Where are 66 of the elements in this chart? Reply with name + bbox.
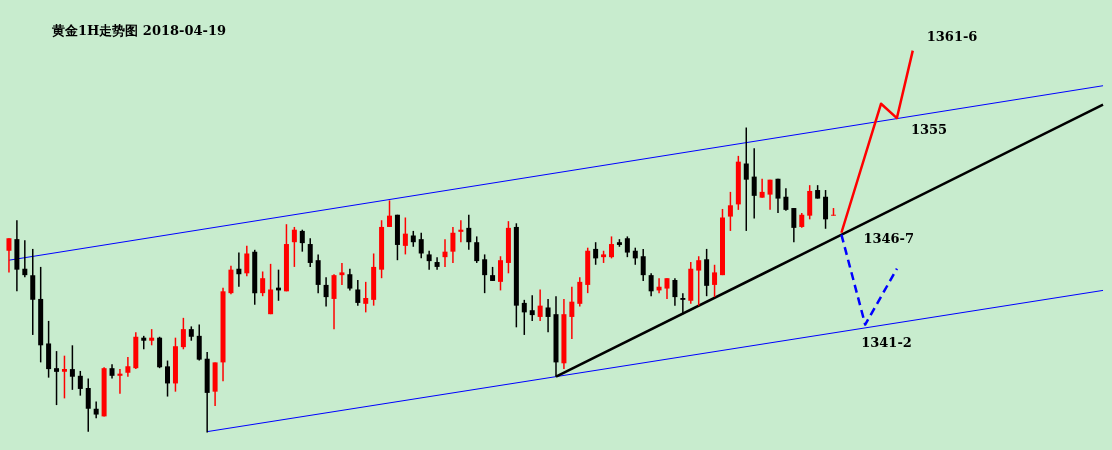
- candlestick: [680, 292, 686, 315]
- candlestick: [696, 255, 702, 307]
- candlestick: [791, 207, 797, 243]
- candlestick: [347, 267, 353, 292]
- chart-title: 黄金1H走势图 2018-04-19: [51, 23, 227, 38]
- candlestick: [165, 359, 171, 398]
- candlestick: [767, 178, 773, 211]
- candlestick: [498, 255, 503, 292]
- candlestick: [54, 350, 60, 406]
- candlestick: [450, 226, 456, 264]
- candlestick: [648, 272, 654, 297]
- candlestick: [426, 249, 432, 271]
- candlestick: [307, 237, 313, 268]
- candlestick: [521, 299, 527, 336]
- candlestick: [751, 147, 757, 220]
- candlestick: [196, 323, 202, 362]
- candlestick: [125, 356, 131, 378]
- candlestick: [664, 277, 670, 300]
- candlestick: [593, 241, 599, 266]
- candlestick: [442, 238, 448, 268]
- candlestick: [387, 199, 393, 228]
- candlestick: [236, 251, 242, 288]
- candlestick: [577, 276, 583, 308]
- candlestick: [363, 281, 369, 314]
- text: 1361-6: [926, 28, 978, 44]
- candlestick: [624, 235, 630, 258]
- candlestick: [482, 253, 488, 294]
- candlestick: [418, 232, 424, 260]
- candlestick: [712, 264, 718, 298]
- candlestick: [823, 189, 829, 230]
- candlestick: [117, 368, 123, 395]
- candlestick: [474, 235, 480, 264]
- candlestick: [727, 191, 733, 232]
- candlestick: [466, 214, 472, 251]
- candlestick: [402, 216, 408, 256]
- candlestick: [244, 245, 250, 278]
- candlestick: [640, 248, 646, 282]
- candlestick: [22, 239, 28, 279]
- candlestick: [299, 228, 305, 253]
- candlestick: [355, 279, 361, 307]
- annotation: 1341-2: [861, 334, 912, 350]
- candlestick: [775, 178, 781, 214]
- candlestick: [339, 262, 345, 286]
- candlestick: [291, 226, 297, 268]
- candlestick: [672, 277, 678, 307]
- candlestick: [77, 370, 83, 397]
- candlestick: [323, 276, 329, 308]
- annotation: 1355: [910, 122, 948, 138]
- annotation: 1346-7: [863, 230, 915, 246]
- candlestick: [85, 377, 91, 433]
- candlestick: [331, 273, 337, 330]
- candlestick: [759, 178, 765, 199]
- candlestick: [69, 344, 75, 391]
- candlestick: [180, 317, 186, 351]
- candlestick: [569, 285, 575, 340]
- candlestick: [783, 187, 789, 212]
- candlestick: [260, 270, 266, 297]
- candlestick: [228, 264, 234, 296]
- candlestick: [61, 354, 67, 400]
- candlestick: [529, 294, 535, 322]
- candlestick: [743, 126, 749, 232]
- candlestick: [609, 235, 614, 260]
- candlestick: [6, 237, 12, 274]
- candlestick: [458, 219, 464, 243]
- candlestick: [537, 288, 543, 322]
- candlestick: [545, 298, 551, 333]
